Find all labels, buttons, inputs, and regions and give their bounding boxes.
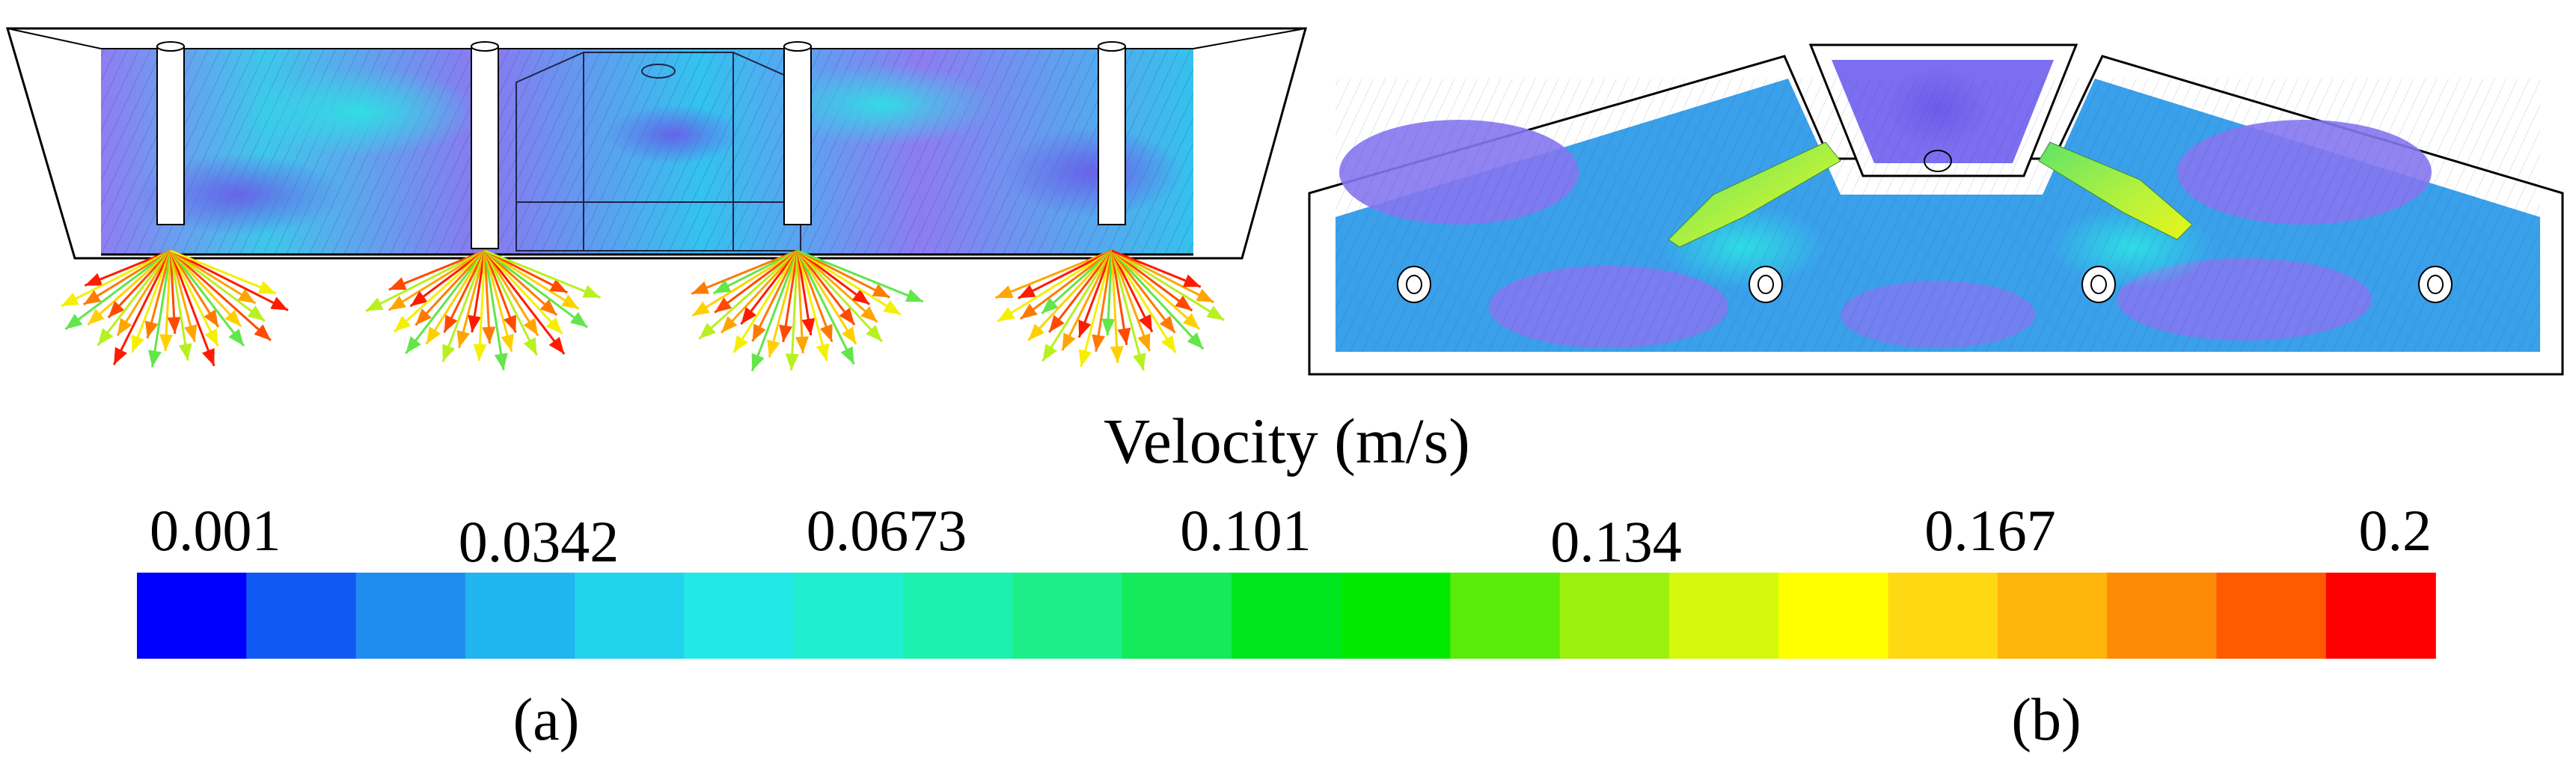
outlet-fan	[365, 249, 601, 371]
legend-color-step	[903, 573, 1014, 659]
caption-a: (a)	[513, 687, 580, 753]
legend-tick-5: 0.167	[1924, 498, 2056, 563]
panel-b-outlets	[1397, 266, 2453, 303]
legend-color-bar	[137, 573, 2436, 659]
legend-color-step	[137, 573, 248, 659]
panel-a-pillars	[156, 41, 1126, 249]
legend-color-step	[2107, 573, 2218, 659]
outlet-fan	[691, 249, 924, 372]
panel-b-jet-left	[1668, 141, 1841, 248]
legend-ticks: 0.001 0.0342 0.0673 0.101 0.134 0.167 0.…	[150, 498, 2432, 574]
legend-color-step	[684, 573, 795, 659]
outlet-fan	[61, 249, 289, 368]
legend-color-step	[246, 573, 357, 659]
legend-tick-2: 0.0673	[807, 498, 967, 563]
legend-color-step	[465, 573, 575, 659]
legend-color-step	[1559, 573, 1670, 659]
legend-tick-1: 0.0342	[459, 509, 619, 574]
panel-a-tank	[5, 27, 1307, 372]
legend-title: Velocity (m/s)	[1104, 405, 1470, 477]
caption-b: (b)	[2011, 687, 2081, 753]
legend-color-step	[2325, 573, 2436, 659]
legend-color-step	[1231, 573, 1341, 659]
legend-color-step	[1669, 573, 1780, 659]
legend-tick-4: 0.134	[1550, 509, 1682, 574]
legend-color-step	[1122, 573, 1232, 659]
outlet-fan	[995, 249, 1225, 371]
legend-color-step	[1012, 573, 1123, 659]
legend-color-step	[355, 573, 466, 659]
legend-tick-6: 0.2	[2359, 498, 2432, 563]
legend-color-step	[2216, 573, 2327, 659]
legend-color-step	[575, 573, 685, 659]
panel-a-outlet-jets	[61, 249, 1225, 372]
legend-tick-3: 0.101	[1180, 498, 1312, 563]
legend-color-step	[793, 573, 904, 659]
panel-b-jet-right	[2038, 141, 2193, 240]
legend-color-step	[1778, 573, 1889, 659]
panel-b-tank	[1308, 43, 2564, 376]
legend-tick-0: 0.001	[150, 498, 281, 563]
legend-color-step	[1341, 573, 1451, 659]
legend-color-step	[1888, 573, 1998, 659]
legend-color-step	[1997, 573, 2108, 659]
legend-color-step	[1450, 573, 1561, 659]
